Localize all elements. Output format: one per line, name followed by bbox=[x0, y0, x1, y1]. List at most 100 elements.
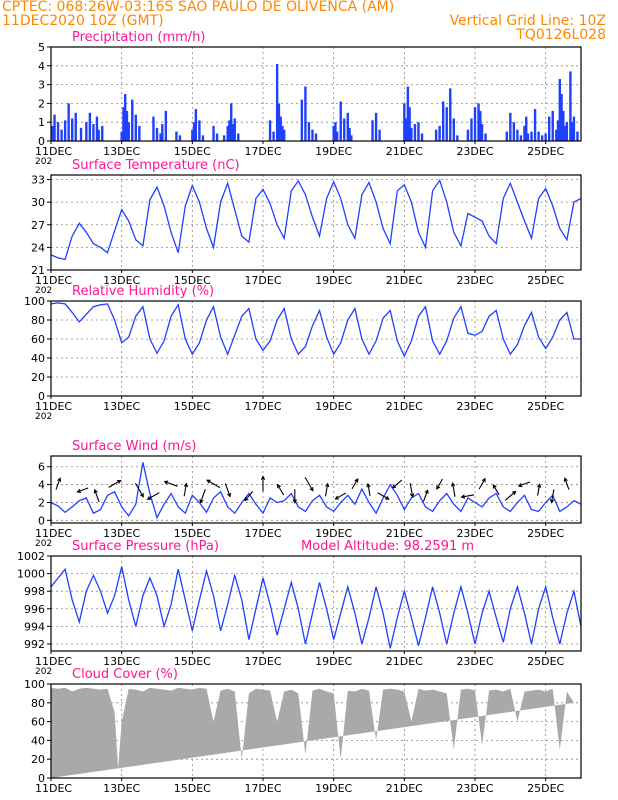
precip-bar bbox=[404, 118, 408, 141]
wind-vector-head bbox=[334, 495, 340, 500]
y-tick-label: 0 bbox=[38, 514, 45, 527]
precip-bar bbox=[125, 110, 129, 141]
precip-bar bbox=[230, 103, 233, 141]
wind-vector-head bbox=[76, 488, 82, 493]
precip-bar bbox=[71, 118, 74, 141]
y-tick-label: 27 bbox=[31, 219, 45, 232]
x-year-fragment: 202 bbox=[35, 539, 52, 549]
precip-bar bbox=[138, 125, 141, 141]
precip-bar bbox=[300, 99, 304, 141]
x-tick-label: 23DEC bbox=[456, 782, 493, 795]
precip-bar bbox=[304, 86, 307, 141]
precip-bar bbox=[470, 118, 473, 141]
precip-bar bbox=[60, 129, 63, 141]
precip-bar bbox=[281, 125, 284, 141]
x-tick-label: 15DEC bbox=[174, 782, 211, 795]
precip-bar bbox=[540, 135, 544, 141]
y-tick-label: 994 bbox=[24, 620, 45, 633]
x-tick-label: 13DEC bbox=[103, 782, 140, 795]
wind-vector bbox=[277, 484, 285, 496]
wind-vector-head bbox=[57, 477, 62, 482]
wind-vector-head bbox=[206, 479, 211, 484]
wind-vector-head bbox=[260, 475, 266, 480]
wind-vector bbox=[551, 489, 555, 503]
vertical-grid-note: Vertical Grid Line: 10Z bbox=[449, 13, 606, 29]
wind-vector-head bbox=[139, 493, 144, 498]
panel-frame bbox=[50, 455, 582, 524]
precip-bar bbox=[348, 127, 351, 141]
precip-bar bbox=[53, 114, 56, 141]
precip-bar bbox=[548, 116, 551, 141]
wind-vector bbox=[492, 484, 500, 496]
precip-bar bbox=[231, 124, 235, 141]
precip-bar bbox=[92, 124, 95, 141]
y-tick-label: 40 bbox=[31, 352, 45, 365]
x-tick-label: 25DEC bbox=[527, 782, 564, 795]
x-tick-label: 21DEC bbox=[386, 655, 423, 668]
x-tick-label: 15DEC bbox=[174, 655, 211, 668]
wind-vector bbox=[183, 483, 187, 497]
wind-vector-head bbox=[325, 482, 330, 488]
wind-vector bbox=[392, 479, 403, 489]
precip-bar bbox=[127, 122, 130, 141]
precip-bar bbox=[445, 107, 448, 141]
precip-bar bbox=[438, 125, 441, 141]
wind-vector-head bbox=[117, 479, 122, 484]
precip-bar bbox=[88, 112, 92, 141]
wind-vector bbox=[108, 480, 121, 488]
wind-vector bbox=[367, 483, 371, 496]
precip-bar bbox=[505, 131, 508, 141]
x-tick-label: 15DEC bbox=[174, 145, 211, 158]
x-tick-label: 11DEC bbox=[35, 655, 72, 668]
precip-bar bbox=[558, 78, 561, 141]
precip-bar bbox=[175, 131, 178, 141]
precip-bar bbox=[159, 133, 162, 141]
x-tick-label: 23DEC bbox=[456, 655, 493, 668]
precip-bar bbox=[122, 107, 125, 141]
x-tick-label: 23DEC bbox=[456, 400, 493, 413]
wind-vector-head bbox=[227, 492, 232, 498]
panel-title: Cloud Cover (%) bbox=[72, 667, 178, 682]
wind-vector-head bbox=[492, 484, 497, 489]
wind-vector bbox=[409, 483, 414, 497]
precip-bar bbox=[526, 133, 530, 141]
precip-bar bbox=[233, 118, 236, 141]
x-tick-label: 21DEC bbox=[386, 782, 423, 795]
x-tick-label: 19DEC bbox=[315, 527, 352, 540]
precip-bar bbox=[512, 122, 516, 141]
precip-bar bbox=[164, 110, 168, 141]
wind-vector-head bbox=[163, 480, 169, 485]
series-line bbox=[50, 462, 582, 520]
precip-bar bbox=[346, 112, 349, 141]
y-tick-label: 0 bbox=[38, 135, 45, 148]
y-tick-label: 3 bbox=[38, 79, 45, 92]
wind-vector bbox=[304, 476, 314, 491]
precip-bar bbox=[336, 131, 339, 141]
precip-bar bbox=[413, 124, 417, 141]
wind-vector bbox=[461, 494, 475, 498]
y-tick-label: 40 bbox=[31, 734, 45, 747]
x-tick-label: 13DEC bbox=[103, 527, 140, 540]
panel-frame bbox=[50, 174, 582, 271]
precip-bar bbox=[449, 88, 452, 141]
cloud-cover-area bbox=[51, 687, 574, 778]
x-tick-label: 25DEC bbox=[527, 400, 564, 413]
wind-vector-head bbox=[481, 477, 486, 483]
panel-title: Surface Pressure (hPa) bbox=[72, 539, 219, 554]
wind-vector-head bbox=[244, 497, 249, 502]
x-tick-label: 13DEC bbox=[103, 400, 140, 413]
wind-vector-head bbox=[436, 485, 441, 490]
wind-vector bbox=[77, 487, 89, 493]
precip-bar bbox=[268, 120, 272, 141]
precip-bar bbox=[479, 110, 482, 141]
wind-vector bbox=[564, 478, 570, 490]
precip-bar bbox=[555, 129, 558, 141]
precip-bar bbox=[120, 131, 123, 141]
wind-vector bbox=[335, 492, 347, 500]
x-tick-label: 25DEC bbox=[527, 145, 564, 158]
precip-bar bbox=[228, 120, 231, 141]
precip-bar bbox=[63, 120, 67, 141]
precip-bar bbox=[198, 120, 201, 141]
precip-bar bbox=[222, 135, 226, 141]
series-line bbox=[50, 302, 581, 358]
